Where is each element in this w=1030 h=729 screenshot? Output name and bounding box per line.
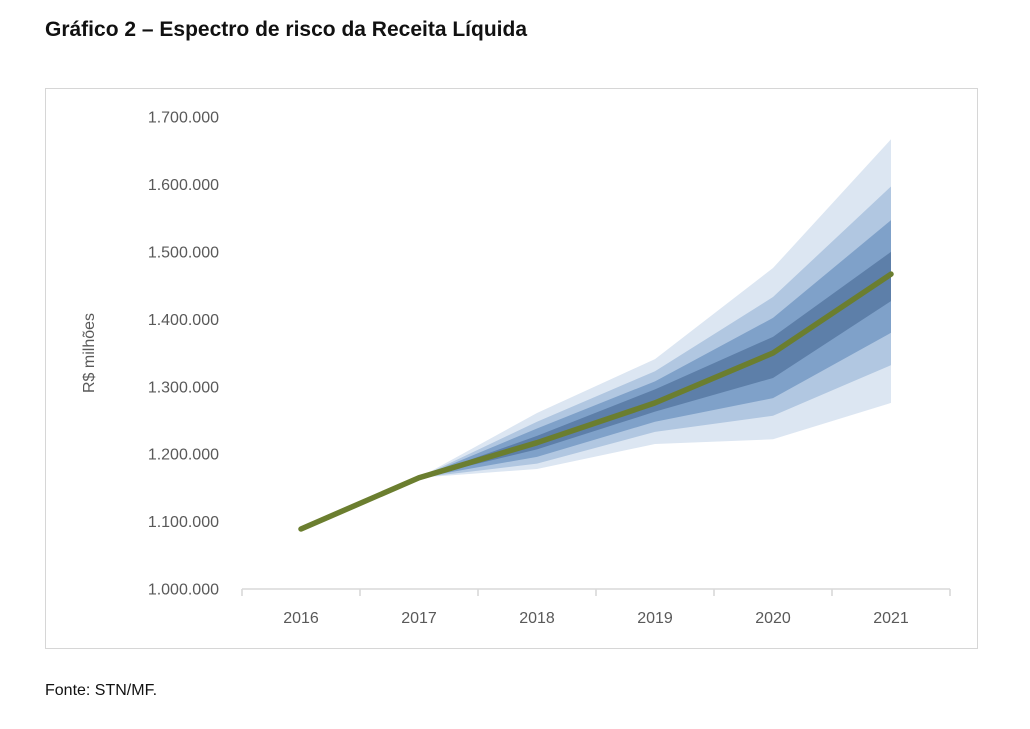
source-note: Fonte: STN/MF. [45,682,158,699]
y-axis-tick-label: 1.500.000 [148,244,219,261]
y-axis-tick-label: 1.000.000 [148,582,219,599]
y-axis-tick-label: 1.700.000 [148,110,219,127]
chart-title: Gráfico 2 – Espectro de risco da Receita… [45,18,527,41]
x-axis-tick-label: 2021 [873,610,909,627]
y-axis-tick-label: 1.400.000 [148,312,219,329]
fan-band-2 [419,186,891,478]
y-axis-tick-label: 1.600.000 [148,177,219,194]
y-axis-title: R$ milhões [81,313,98,393]
x-axis-tick-label: 2020 [755,610,791,627]
chart-frame: 1.700.000 1.600.000 1.500.000 1.400.000 1.30… [45,88,978,649]
y-axis-tick-label: 1.300.000 [148,379,219,396]
x-axis-tick-label: 2017 [401,610,437,627]
fan-chart: 1.700.000 1.600.000 1.500.000 1.400.000 1.30… [81,110,951,627]
y-axis-tick-label: 1.200.000 [148,447,219,464]
x-axis-tick-label: 2016 [283,610,319,627]
y-axis-tick-label: 1.100.000 [148,514,219,531]
x-axis-tick-label: 2018 [519,610,555,627]
central-projection-line [298,271,894,532]
x-axis-tick-label: 2019 [637,610,673,627]
